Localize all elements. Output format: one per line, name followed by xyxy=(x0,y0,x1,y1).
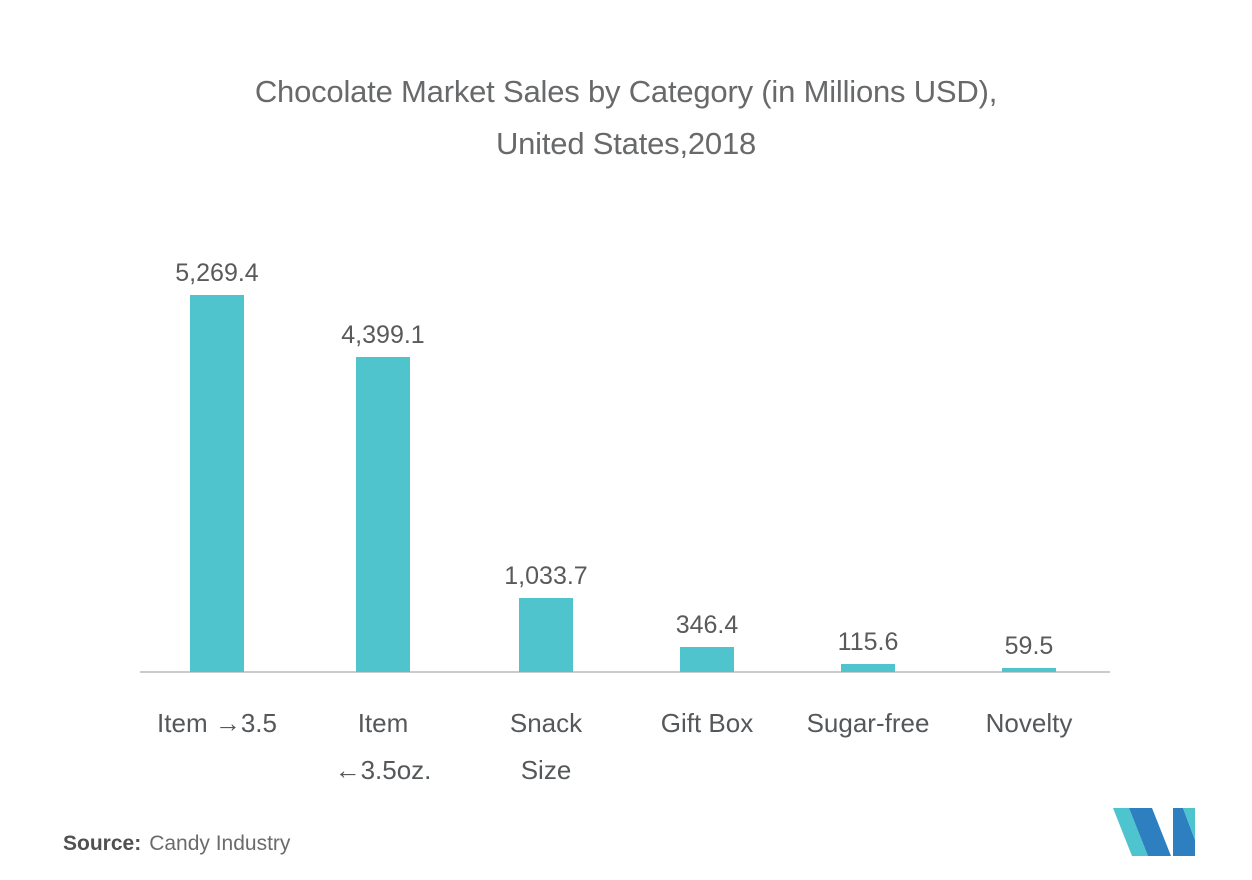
category-label: Item ←3.5oz. xyxy=(293,700,473,794)
bar xyxy=(1002,668,1056,672)
bar-value-label: 4,399.1 xyxy=(341,321,425,349)
category-label: Snack Size xyxy=(456,700,636,794)
bar-value-label: 5,269.4 xyxy=(175,259,259,287)
category-label-line: Item xyxy=(357,708,409,738)
category-label-line: Size xyxy=(520,755,572,785)
category-label-line: Novelty xyxy=(985,708,1073,738)
logo-right-blue-shape xyxy=(1173,808,1195,856)
chart-title-line-1: Chocolate Market Sales by Category (in M… xyxy=(254,74,998,109)
category-label: Sugar-free xyxy=(778,700,958,747)
bar xyxy=(680,647,734,672)
category-label: Item →3.5 xyxy=(127,700,307,747)
bar xyxy=(841,664,895,672)
chart-title-line-2: United States,2018 xyxy=(495,126,757,161)
bar xyxy=(519,598,573,672)
category-label-line: Item →3.5 xyxy=(157,708,277,738)
mordor-intelligence-logo xyxy=(1113,808,1195,856)
bar-value-label: 59.5 xyxy=(1004,632,1054,660)
bar-value-label: 1,033.7 xyxy=(504,562,588,590)
source-line: Source: Candy Industry xyxy=(63,832,290,856)
category-label: Gift Box xyxy=(617,700,797,747)
bar-value-label: 115.6 xyxy=(837,628,899,656)
category-label: Novelty xyxy=(939,700,1119,747)
category-label-line: Snack xyxy=(509,708,583,738)
category-label-line: ←3.5oz. xyxy=(334,755,432,785)
category-label-line: Sugar-free xyxy=(806,708,930,738)
bar-value-label: 346.4 xyxy=(675,611,739,639)
bar xyxy=(190,295,244,672)
source-text: Candy Industry xyxy=(149,832,291,855)
x-axis-line xyxy=(140,671,1110,673)
logo-right-teal-triangle xyxy=(1183,808,1195,840)
chart-title: Chocolate Market Sales by Category (in M… xyxy=(0,66,1252,170)
logo-left-teal-band xyxy=(1113,808,1148,856)
source-label: Source: xyxy=(63,832,142,855)
logo-middle-blue-band xyxy=(1129,808,1171,856)
bar xyxy=(356,357,410,672)
category-label-line: Gift Box xyxy=(660,708,754,738)
